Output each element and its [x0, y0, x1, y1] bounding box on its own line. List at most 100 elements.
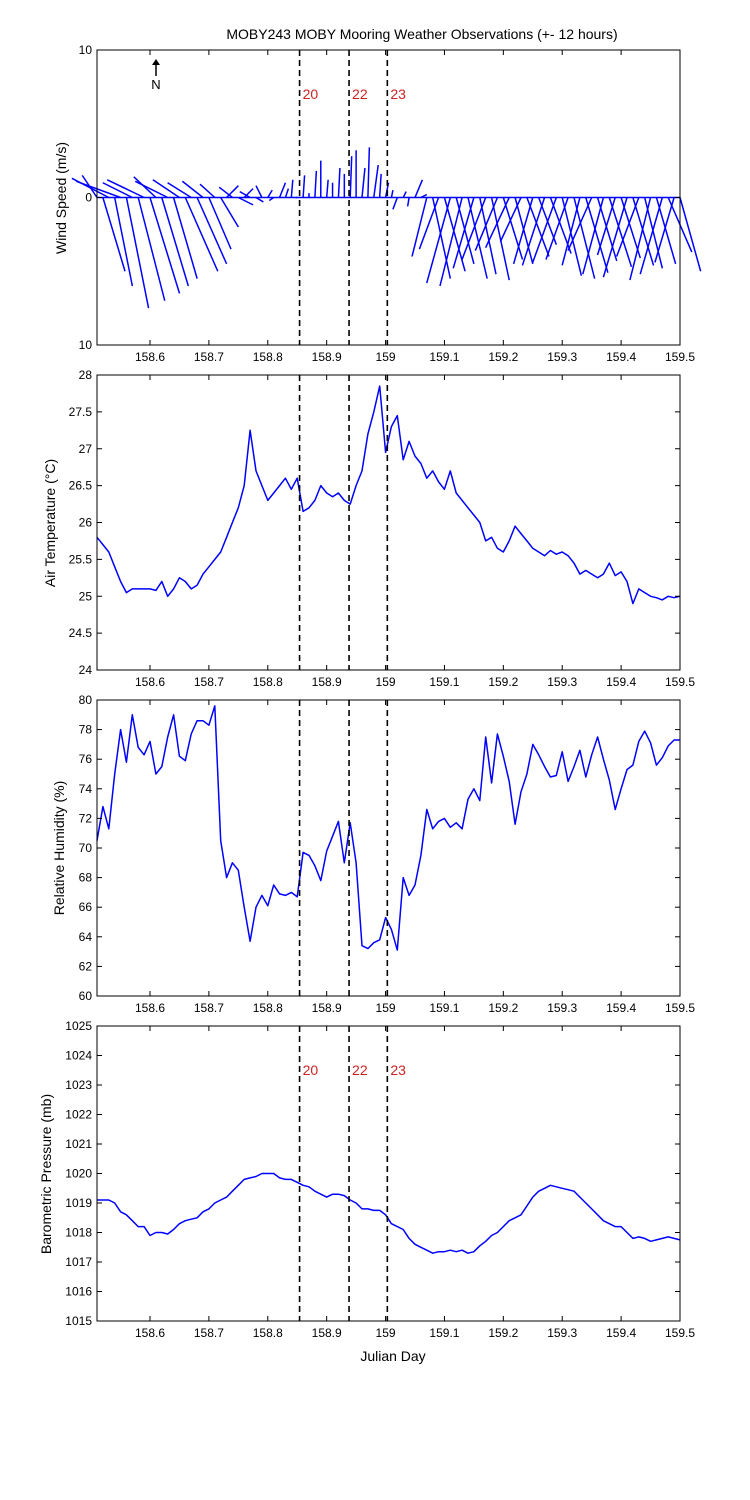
wind-stick: [149, 197, 181, 294]
y-tick-label: 76: [79, 752, 93, 766]
pressure-y-ticks: 1015 1016 1017 1018 1019 1020 1021 1022 1023 1024…: [65, 1019, 680, 1328]
series-line: [96, 385, 681, 605]
wind-stick: [602, 197, 628, 278]
x-tick-label: 158.8: [253, 1326, 283, 1340]
wind-stick: [512, 197, 534, 265]
x-tick-label: 158.7: [194, 1001, 224, 1015]
wind-stick: [431, 197, 452, 279]
wind-stick: [220, 197, 240, 228]
y-tick-label: 26.5: [69, 479, 93, 493]
y-tick-label: 10: [79, 338, 93, 352]
wind-stick: [106, 179, 145, 199]
y-tick-label: 72: [79, 811, 93, 825]
y-tick-label: 28: [79, 368, 93, 382]
air-temp-event-markers: [298, 375, 389, 670]
y-tick-label: 74: [79, 782, 93, 796]
x-tick-label: 159: [376, 350, 396, 364]
y-tick-label: 27.5: [69, 405, 93, 419]
x-tick-label: 159.3: [547, 1001, 577, 1015]
x-tick-label: 159.1: [429, 1001, 459, 1015]
wind-stick: [337, 167, 341, 198]
wind-ylabel: Wind Speed (m/s): [53, 142, 69, 254]
wind-stick: [426, 197, 452, 284]
y-tick-label: 68: [79, 871, 93, 885]
pressure-panel: 20 22 23 158.6 158.7 158.8 158.9 159 159.1 159.2…: [38, 1019, 695, 1364]
x-tick-label: 158.7: [194, 675, 224, 689]
y-tick-label: 64: [79, 930, 93, 944]
y-tick-label: 1020: [65, 1167, 92, 1181]
wind-stick: [133, 176, 157, 199]
wind-stick: [361, 167, 366, 198]
y-tick-label: 1024: [65, 1049, 92, 1063]
y-tick-label: 60: [79, 989, 93, 1003]
y-tick-label: 1019: [65, 1196, 92, 1210]
wind-stick: [639, 197, 664, 275]
event-marker-label: 22: [352, 86, 368, 102]
wind-stick: [255, 185, 263, 198]
wind-stick: [467, 197, 488, 279]
wind-stick: [184, 197, 219, 272]
humidity-panel: 158.6 158.7 158.8 158.9 159 159.1 159.2 159.3 15…: [51, 693, 695, 1015]
x-tick-label: 158.6: [135, 675, 165, 689]
x-tick-label: 159.5: [665, 675, 695, 689]
y-tick-label: 25: [79, 589, 93, 603]
x-tick-label: 158.8: [253, 350, 283, 364]
event-marker-label: 23: [390, 86, 406, 102]
wind-stick: [479, 197, 497, 275]
wind-stick: [113, 197, 134, 287]
wind-stick: [406, 197, 410, 207]
wind-stick: [314, 170, 318, 198]
x-axis-label: Julian Day: [360, 1348, 425, 1364]
y-tick-label: 78: [79, 723, 93, 737]
wind-stick: [679, 197, 702, 272]
wind-stick: [268, 196, 275, 202]
wind-stick: [615, 197, 640, 257]
humidity-series: [96, 705, 680, 951]
event-marker-label: 23: [390, 1062, 406, 1078]
x-tick-label: 158.7: [194, 350, 224, 364]
air-temp-ylabel: Air Temperature (°C): [42, 459, 58, 587]
wind-stick: [137, 197, 166, 301]
y-tick-label: 70: [79, 841, 93, 855]
x-tick-label: 159: [376, 675, 396, 689]
wind-stick: [490, 197, 510, 281]
wind-stick: [390, 189, 394, 198]
air-temp-series: [96, 385, 681, 605]
x-tick-label: 158.6: [135, 1326, 165, 1340]
series-line: [97, 1172, 681, 1254]
north-label: N: [151, 77, 160, 92]
wind-stick: [239, 190, 251, 199]
y-tick-label: 80: [79, 693, 93, 707]
y-tick-label: 1023: [65, 1078, 92, 1092]
pressure-x-ticks: 158.6 158.7 158.8 158.9 159 159.1 159.2 159.3 15…: [135, 1026, 695, 1340]
wind-stick: [582, 197, 605, 275]
wind-stick: [161, 197, 190, 287]
x-tick-label: 158.8: [253, 1001, 283, 1015]
x-tick-label: 159.1: [429, 350, 459, 364]
y-tick-label: 1018: [65, 1226, 92, 1240]
wind-stick: [499, 197, 522, 243]
y-tick-label: 10: [79, 43, 93, 57]
x-tick-label: 159.2: [488, 350, 518, 364]
wind-stick: [439, 197, 463, 287]
wind-stick: [243, 188, 254, 199]
humidity-ylabel: Relative Humidity (%): [51, 781, 67, 916]
wind-stick: [414, 179, 424, 198]
y-tick-label: 1015: [65, 1314, 92, 1328]
wind-stick: [585, 197, 609, 273]
wind-stick: [267, 189, 273, 198]
wind-stick: [521, 197, 546, 266]
event-marker-label: 22: [352, 1062, 368, 1078]
wind-x-ticks: 158.6 158.7 158.8 158.9 159 159.1 159.2 159.3 15…: [135, 50, 695, 364]
wind-sticks: [71, 147, 702, 309]
wind-stick: [654, 197, 675, 263]
air-temp-panel: 158.6 158.7 158.8 158.9 159 159.1 159.2 159.3 15…: [42, 368, 695, 689]
event-marker-label: 20: [303, 1062, 319, 1078]
wind-stick: [532, 197, 558, 263]
wind-stick: [226, 185, 239, 199]
wind-stick: [278, 182, 287, 198]
pressure-ylabel: Barometric Pressure (mb): [38, 1094, 54, 1254]
y-tick-label: 26: [79, 516, 93, 530]
wind-stick: [284, 188, 290, 198]
humidity-event-markers: [298, 700, 389, 996]
